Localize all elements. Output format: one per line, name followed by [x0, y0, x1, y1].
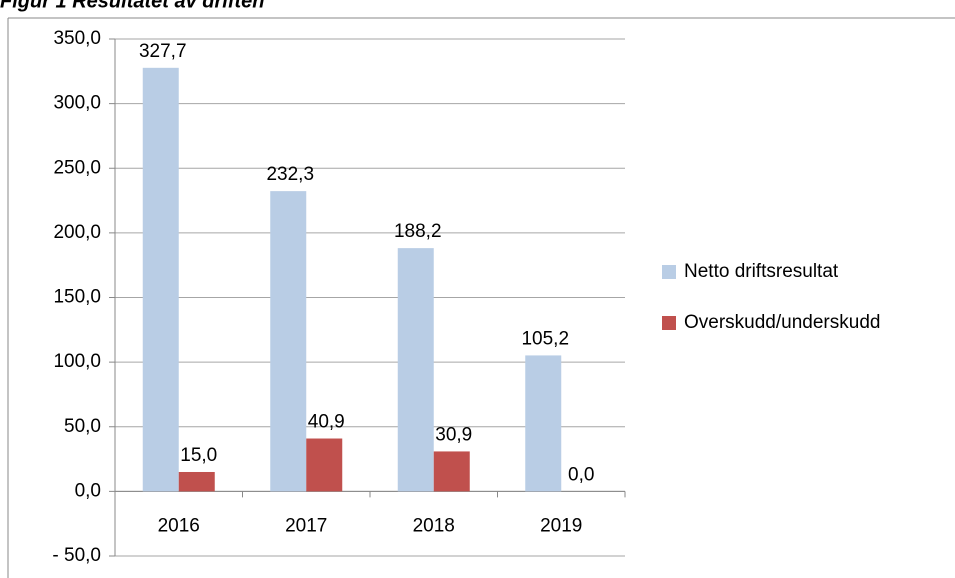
- bar: [142, 67, 179, 492]
- data-label: 105,2: [521, 328, 569, 349]
- bar: [306, 438, 343, 492]
- data-label: 188,2: [394, 221, 442, 242]
- x-tick-label: 2019: [540, 515, 582, 536]
- y-tick-label: 50,0: [64, 416, 101, 437]
- bar: [270, 191, 307, 492]
- y-tick-label: 150,0: [53, 287, 101, 308]
- y-tick-label: 300,0: [53, 93, 101, 114]
- data-label: 327,7: [139, 41, 187, 62]
- x-tick-label: 2017: [285, 515, 327, 536]
- bar: [178, 471, 215, 492]
- y-tick-label: 250,0: [53, 157, 101, 178]
- data-label: 232,3: [266, 164, 314, 185]
- x-tick-label: 2016: [158, 515, 200, 536]
- y-tick-label: - 50,0: [52, 545, 101, 566]
- legend-label: Netto driftsresultat: [684, 261, 839, 282]
- data-label: 15,0: [180, 445, 217, 466]
- y-tick-label: 200,0: [53, 222, 101, 243]
- x-tick-label: 2018: [413, 515, 455, 536]
- y-tick-label: 100,0: [53, 351, 101, 372]
- chart-title: Figur 1 Resultatet av driften: [0, 0, 265, 12]
- y-tick-label: 350,0: [53, 28, 101, 49]
- legend-swatch: [662, 265, 676, 279]
- data-label: 30,9: [435, 424, 472, 445]
- bar: [397, 248, 434, 492]
- bar: [433, 451, 470, 492]
- bar: [525, 355, 562, 492]
- data-label: 0,0: [568, 464, 594, 485]
- y-tick-label: 0,0: [75, 480, 101, 501]
- legend-swatch: [662, 316, 676, 330]
- data-label: 40,9: [308, 412, 345, 433]
- legend-label: Overskudd/underskudd: [684, 312, 880, 333]
